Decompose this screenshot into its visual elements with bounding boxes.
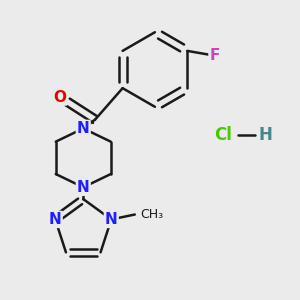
Text: CH₃: CH₃	[141, 208, 164, 221]
Text: Cl: Cl	[214, 126, 232, 144]
Text: N: N	[77, 121, 90, 136]
Text: F: F	[209, 48, 220, 63]
Text: O: O	[53, 89, 66, 104]
Text: H: H	[259, 126, 273, 144]
Text: N: N	[49, 212, 61, 227]
Text: N: N	[105, 212, 118, 227]
Text: N: N	[77, 180, 90, 195]
